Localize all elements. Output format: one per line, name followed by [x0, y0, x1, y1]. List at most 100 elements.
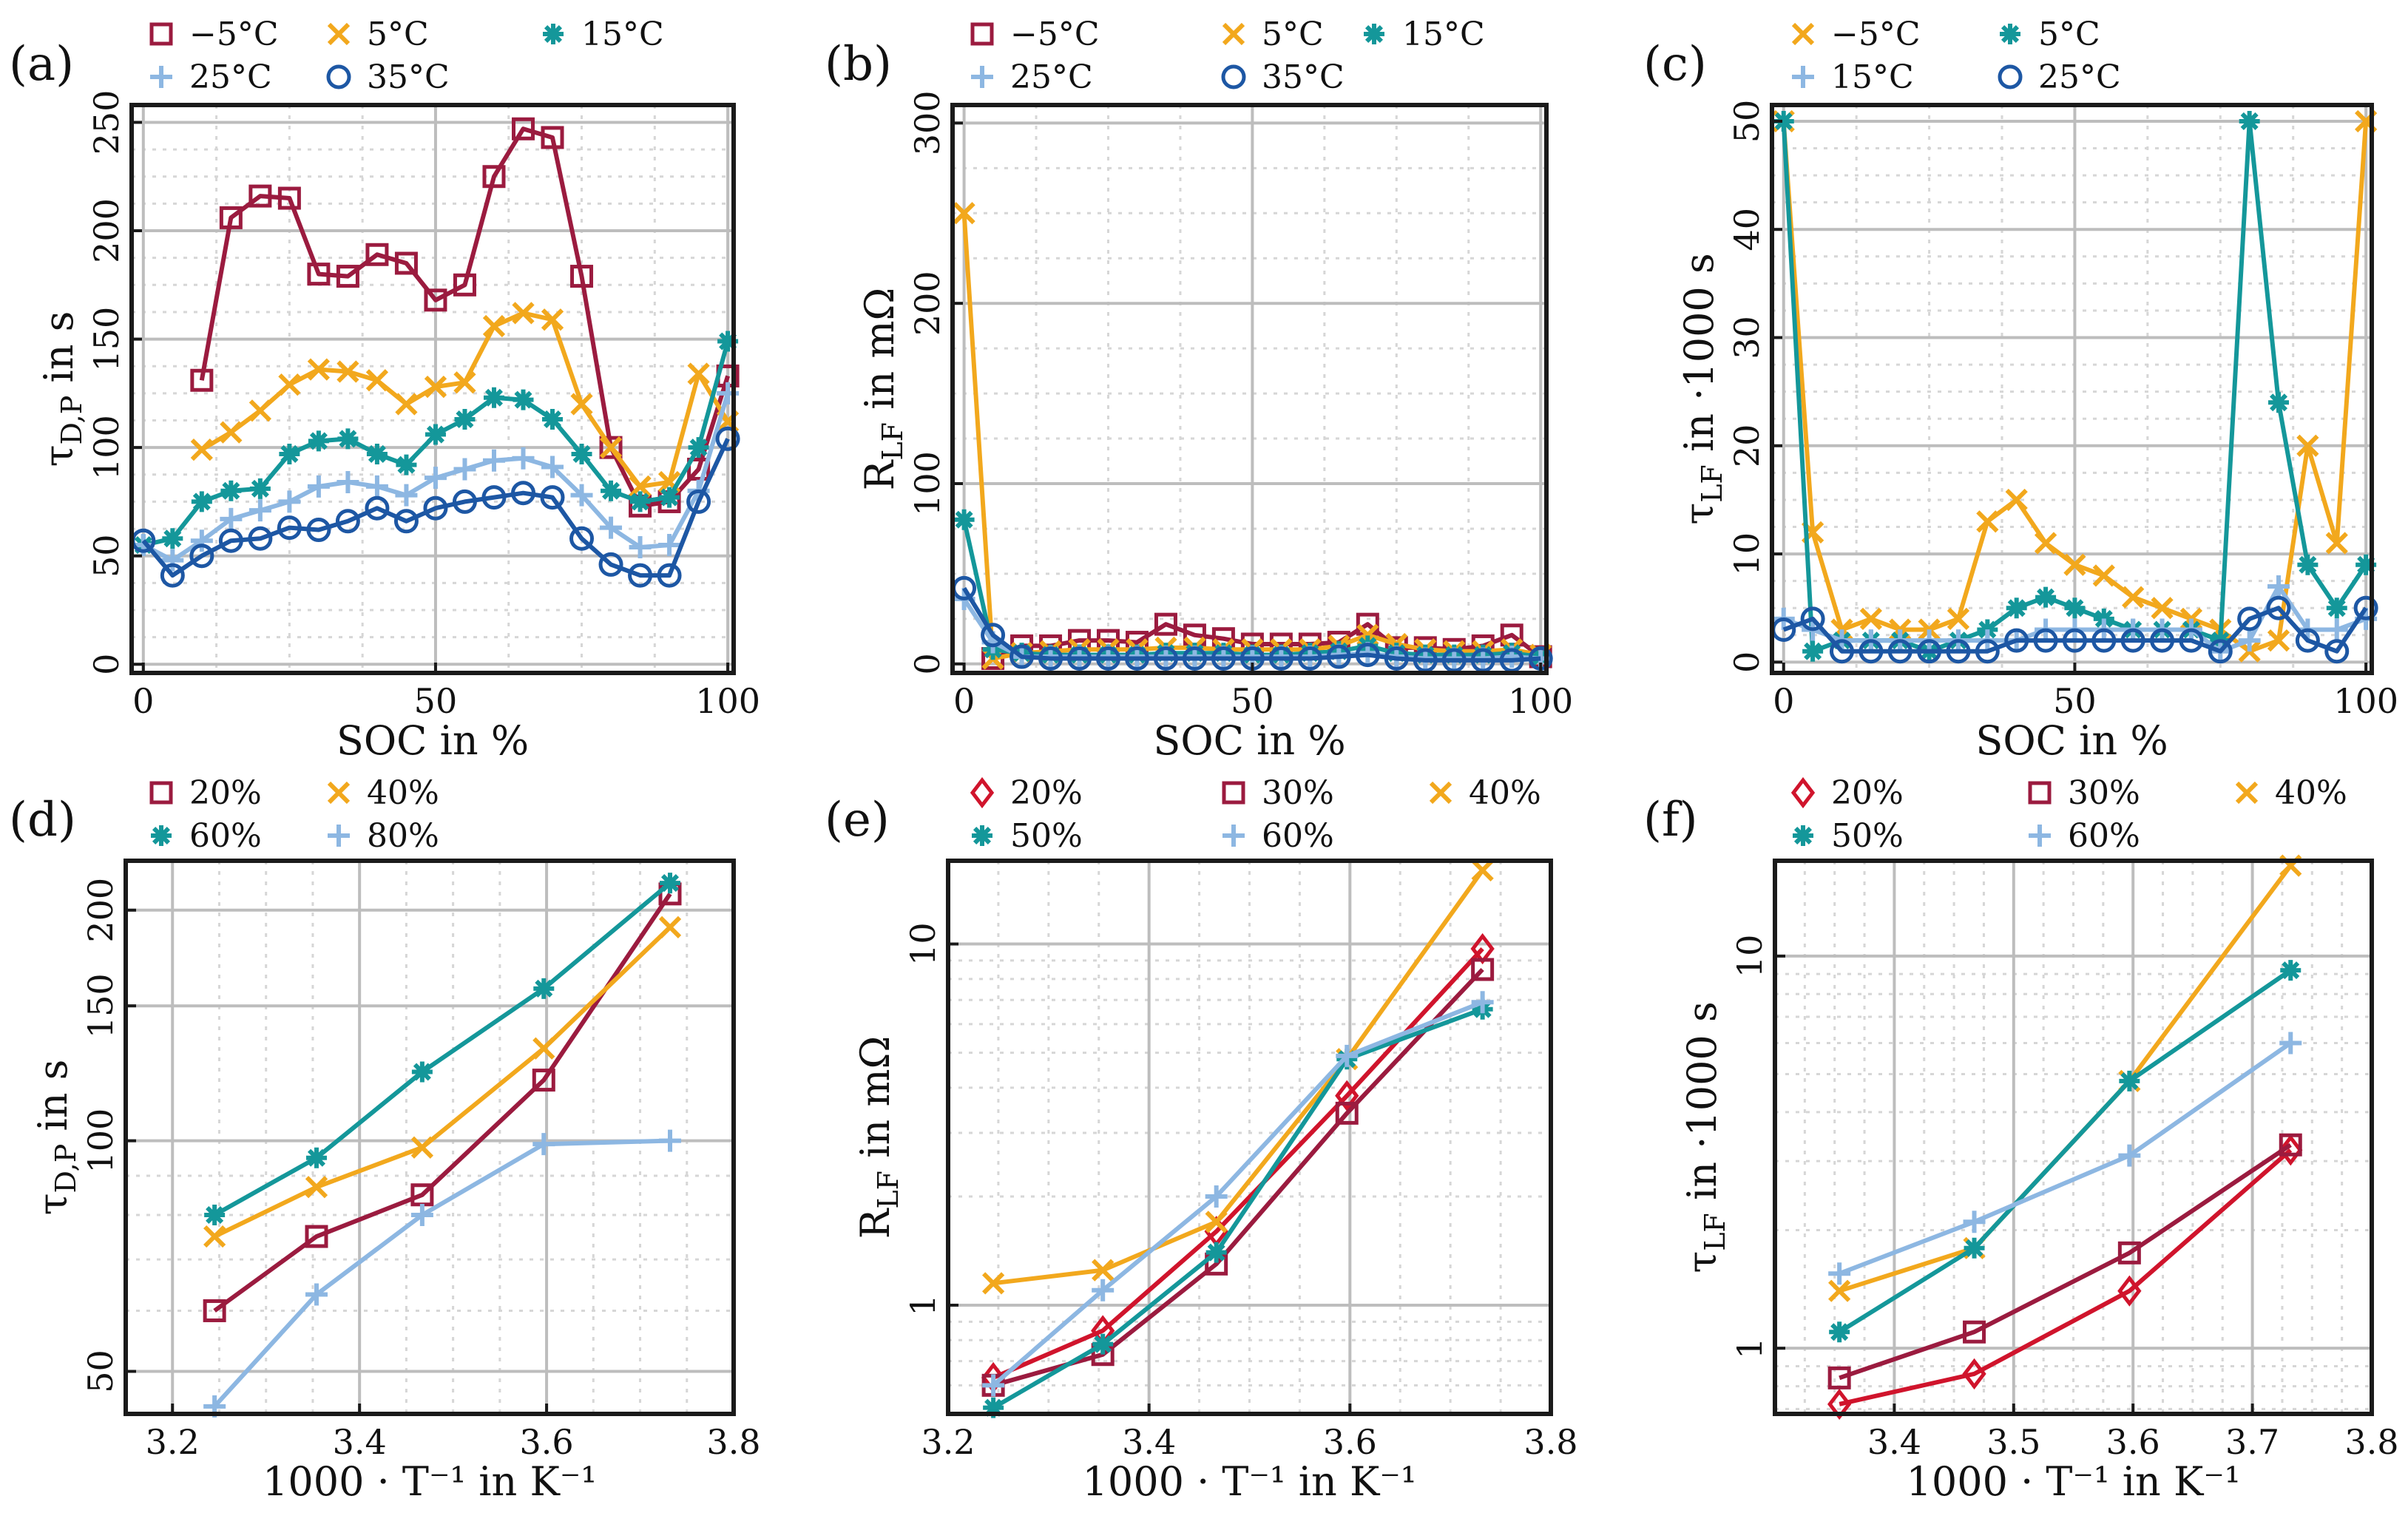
data-point	[248, 499, 271, 522]
legend-item: 60%	[2029, 817, 2140, 855]
y-axis-label: τLF in ·1000 s	[1676, 253, 1728, 524]
data-point	[248, 399, 271, 422]
data-point	[1917, 639, 1942, 664]
data-point	[628, 563, 653, 588]
legend-marker	[970, 22, 994, 46]
legend-marker	[326, 64, 351, 89]
panel-d: 3.2 3.4 3.6 3.8 50 100 150 200 1000 · T⁻¹ in K⁻¹…	[9, 774, 761, 1505]
data-point	[307, 475, 330, 498]
data-point	[2208, 639, 2233, 664]
data-point	[162, 528, 183, 549]
x-tick-label: 3.8	[706, 1422, 760, 1462]
legend: −5°C 5°C 15°C 25°C 35°C	[149, 16, 664, 96]
data-point	[2062, 628, 2087, 653]
data-point	[540, 485, 565, 510]
data-point	[337, 428, 359, 450]
data-point	[541, 126, 564, 149]
x-tick-label: 0	[953, 681, 975, 721]
data-point	[982, 1374, 1005, 1397]
x-tick-label: 3.8	[2344, 1422, 2398, 1462]
data-point	[717, 331, 739, 352]
data-point	[541, 308, 564, 331]
data-point	[218, 528, 243, 553]
data-point	[2035, 586, 2057, 608]
data-point	[395, 393, 418, 416]
x-tick-label: 3.8	[1523, 1422, 1577, 1462]
data-point	[1947, 607, 1970, 630]
y-tick-label: 0	[87, 654, 126, 675]
legend-label: 60%	[189, 817, 262, 855]
data-point	[2091, 628, 2117, 653]
legend-item: −5°C	[149, 16, 279, 53]
data-point	[2279, 1133, 2302, 1157]
data-point	[394, 251, 418, 275]
legend-marker	[1222, 22, 1245, 46]
data-point	[2238, 629, 2261, 652]
data-point	[1828, 1262, 1851, 1285]
legend-label: 15°C	[1402, 16, 1485, 53]
data-point	[204, 1205, 226, 1226]
data-point	[1859, 607, 1882, 630]
data-point	[279, 443, 300, 464]
legend: 20% 30% 40% 50% 60%	[970, 774, 1541, 855]
data-point	[1335, 1080, 1359, 1111]
data-point	[305, 1176, 328, 1199]
series-1	[203, 915, 682, 1248]
legend-item: 5°C	[327, 16, 429, 53]
data-point	[482, 165, 506, 189]
series-1	[190, 302, 740, 498]
data-point	[2034, 532, 2057, 555]
data-point	[1335, 1101, 1359, 1125]
data-point	[1326, 644, 1351, 669]
series-3	[1829, 960, 2302, 1343]
data-point	[982, 1272, 1005, 1295]
y-tick-label: 200	[81, 878, 121, 943]
panel-a: 0 50 100 0 50 100 150 200 250 SOC in % τD,P in s (a…	[9, 16, 760, 764]
data-point	[601, 480, 622, 501]
data-point	[366, 443, 388, 464]
legend-marker	[972, 825, 992, 846]
data-point	[424, 375, 447, 399]
data-point	[454, 409, 476, 430]
data-point	[2006, 598, 2027, 619]
data-point	[307, 263, 331, 286]
data-point	[336, 265, 359, 288]
data-point	[1964, 1237, 1985, 1259]
data-point	[220, 507, 243, 530]
legend-item: 15°C	[1364, 16, 1485, 53]
data-point	[1773, 110, 1794, 132]
data-point	[365, 475, 388, 498]
axes-frame	[129, 103, 736, 675]
data-point	[688, 437, 709, 458]
y-tick-label: 30	[1727, 316, 1767, 359]
data-point	[365, 369, 389, 392]
legend-marker	[1998, 64, 2023, 89]
data-point	[2064, 598, 2086, 619]
data-point	[1470, 648, 1495, 673]
data-point	[599, 436, 623, 459]
legend-item: 20%	[970, 774, 1083, 812]
data-point	[482, 314, 506, 338]
series-line	[213, 893, 672, 1313]
legend-item: −5°C	[970, 16, 1100, 53]
legend-marker	[1364, 24, 1384, 44]
legend-label: 25°C	[2038, 58, 2121, 96]
data-point	[425, 424, 446, 445]
x-tick-label: 3.6	[519, 1422, 573, 1462]
y-tick-label: 50	[87, 534, 126, 578]
data-point	[2324, 639, 2350, 664]
legend-item: 40%	[2235, 774, 2347, 812]
legend-label: −5°C	[1010, 16, 1100, 53]
data-point	[686, 489, 711, 514]
legend-item: 20%	[1790, 774, 1904, 812]
data-point	[687, 362, 710, 385]
plot-area	[1772, 105, 2372, 673]
y-tick-label: 0	[1727, 651, 1767, 673]
data-point	[483, 387, 504, 408]
data-point	[160, 563, 185, 588]
x-tick-label: 3.2	[146, 1422, 200, 1462]
legend-marker	[150, 66, 172, 88]
panel-e: 3.2 3.4 3.6 3.8 1 10 1000 · T⁻¹ in K⁻¹ RLF in m…	[825, 774, 1578, 1505]
panel-label: (f)	[1643, 793, 1698, 847]
x-axis-label: 1000 · T⁻¹ in K⁻¹	[263, 1458, 597, 1505]
